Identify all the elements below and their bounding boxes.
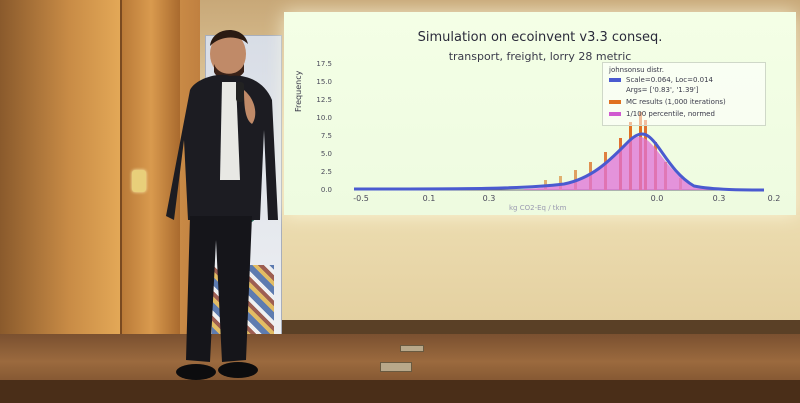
y-tick: 17.5 bbox=[316, 60, 332, 68]
legend-title: johnsonsu distr. bbox=[609, 66, 665, 74]
y-axis-label: Frequency bbox=[294, 70, 303, 112]
x-axis-label: kg CO2-Eq / tkm bbox=[509, 204, 567, 212]
legend-pct-label: 1/100 percentile, normed bbox=[626, 110, 715, 118]
door-handle-icon bbox=[132, 170, 146, 192]
fit-swatch bbox=[609, 78, 621, 82]
speaker-hair bbox=[210, 29, 248, 46]
legend-fit-args: Args= ['0.83', '1.39'] bbox=[626, 86, 699, 94]
pct-swatch bbox=[609, 112, 621, 116]
projection-screen: Simulation on ecoinvent v3.3 conseq. tra… bbox=[284, 12, 796, 215]
legend-mc-label: MC results (1,000 iterations) bbox=[626, 98, 726, 106]
microphone-icon bbox=[236, 82, 244, 102]
x-tick: 0.2 bbox=[767, 194, 781, 203]
y-tick: 0.0 bbox=[320, 186, 332, 194]
stage-edge bbox=[0, 380, 800, 403]
x-tick: 0.3 bbox=[712, 194, 726, 203]
x-tick: 0.0 bbox=[650, 194, 664, 203]
wooden-door bbox=[120, 0, 180, 370]
x-tick: 0.1 bbox=[422, 194, 436, 203]
speaker-shoe bbox=[218, 362, 258, 378]
x-tick: 0.3 bbox=[482, 194, 496, 203]
speaker-trousers bbox=[186, 216, 252, 362]
baseboard bbox=[270, 320, 800, 334]
chart-legend: johnsonsu distr. Scale=0.064, Loc=0.014 … bbox=[602, 62, 766, 126]
speaker-shirt bbox=[220, 82, 240, 180]
wall-panel bbox=[270, 215, 800, 325]
speaker-shoe bbox=[176, 364, 216, 380]
slide-subtitle: transport, freight, lorry 28 metric bbox=[448, 50, 632, 63]
legend-pct-item: 1/100 percentile, normed bbox=[609, 110, 715, 118]
mc-swatch bbox=[609, 100, 621, 104]
histogram-plot bbox=[353, 112, 765, 192]
speaker-head bbox=[210, 32, 246, 76]
speaker bbox=[166, 29, 278, 380]
legend-mc-item: MC results (1,000 iterations) bbox=[609, 98, 726, 106]
percentile-area bbox=[524, 136, 744, 190]
legend-fit-item: Scale=0.064, Loc=0.014 bbox=[609, 76, 713, 84]
slide-title: Simulation on ecoinvent v3.3 conseq. bbox=[417, 30, 663, 45]
y-tick: 7.5 bbox=[320, 132, 332, 140]
floor-outlet bbox=[400, 345, 424, 352]
floor-outlet bbox=[380, 362, 412, 372]
y-tick: 12.5 bbox=[316, 96, 332, 104]
x-tick: -0.5 bbox=[353, 194, 369, 203]
legend-fit-label: Scale=0.064, Loc=0.014 bbox=[626, 76, 714, 84]
y-tick: 2.5 bbox=[320, 168, 332, 176]
y-tick: 10.0 bbox=[316, 114, 332, 122]
y-tick: 15.0 bbox=[316, 78, 332, 86]
speaker-hand bbox=[244, 90, 256, 124]
johnsonsu-fit-curve bbox=[353, 132, 765, 192]
y-tick: 5.0 bbox=[320, 150, 332, 158]
